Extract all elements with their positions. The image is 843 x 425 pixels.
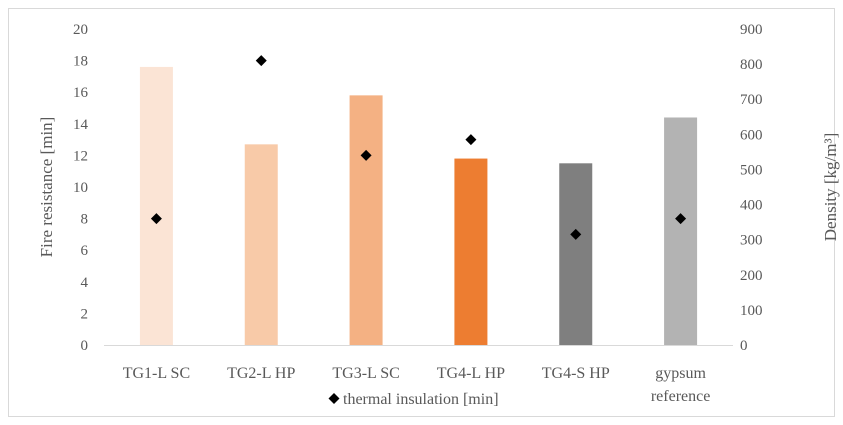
x-tick-label: TG2-L HP bbox=[227, 365, 295, 382]
legend: thermal insulation [min] bbox=[328, 391, 499, 408]
y-axis-title: Fire resistance [min] bbox=[37, 117, 56, 258]
y2-tick-label: 400 bbox=[740, 198, 763, 214]
x-tick-label: TG4-S HP bbox=[542, 365, 610, 382]
y2-tick-label: 0 bbox=[740, 338, 748, 354]
y-tick-label: 4 bbox=[81, 275, 89, 291]
bar bbox=[664, 117, 698, 345]
y2-tick-label: 600 bbox=[740, 127, 763, 143]
legend-label: thermal insulation [min] bbox=[343, 391, 499, 408]
plot-area: 0246810121416182001002003004005006007008… bbox=[73, 22, 763, 405]
y-tick-label: 8 bbox=[81, 212, 89, 228]
y-tick-label: 18 bbox=[73, 54, 88, 70]
y-tick-label: 2 bbox=[81, 306, 89, 322]
x-tick-label: gypsum bbox=[655, 365, 706, 382]
data-point-diamond bbox=[150, 213, 162, 225]
legend-marker-diamond bbox=[328, 393, 340, 404]
y-tick-label: 6 bbox=[81, 243, 89, 259]
data-point-diamond bbox=[465, 134, 477, 146]
x-tick-label: TG3-L SC bbox=[332, 365, 399, 382]
y2-axis-title: Density [kg/m³] bbox=[821, 133, 840, 242]
y-tick-label: 14 bbox=[73, 117, 89, 133]
data-point-diamond bbox=[255, 55, 267, 67]
y2-tick-label: 800 bbox=[740, 57, 763, 73]
bar bbox=[454, 158, 488, 345]
y2-tick-label: 200 bbox=[740, 268, 763, 284]
y-tick-label: 12 bbox=[73, 148, 88, 164]
y-tick-label: 0 bbox=[81, 338, 89, 354]
y-tick-label: 16 bbox=[73, 85, 89, 101]
y2-tick-label: 500 bbox=[740, 162, 763, 178]
y2-tick-label: 700 bbox=[740, 92, 763, 108]
bar bbox=[559, 163, 593, 345]
bar bbox=[139, 66, 173, 346]
x-tick-label: TG4-L HP bbox=[437, 365, 505, 382]
y2-tick-label: 300 bbox=[740, 233, 763, 249]
data-point-diamond bbox=[675, 213, 687, 225]
data-point-diamond bbox=[360, 149, 372, 161]
y2-tick-label: 100 bbox=[740, 303, 763, 319]
x-tick-label: reference bbox=[651, 388, 711, 405]
y-tick-label: 20 bbox=[73, 22, 88, 38]
bar bbox=[244, 144, 278, 345]
y-tick-label: 10 bbox=[73, 180, 88, 196]
data-point-diamond bbox=[570, 228, 582, 240]
x-tick-label: TG1-L SC bbox=[123, 365, 190, 382]
bar bbox=[349, 95, 383, 345]
chart-border bbox=[8, 8, 835, 417]
y2-tick-label: 900 bbox=[740, 22, 763, 38]
